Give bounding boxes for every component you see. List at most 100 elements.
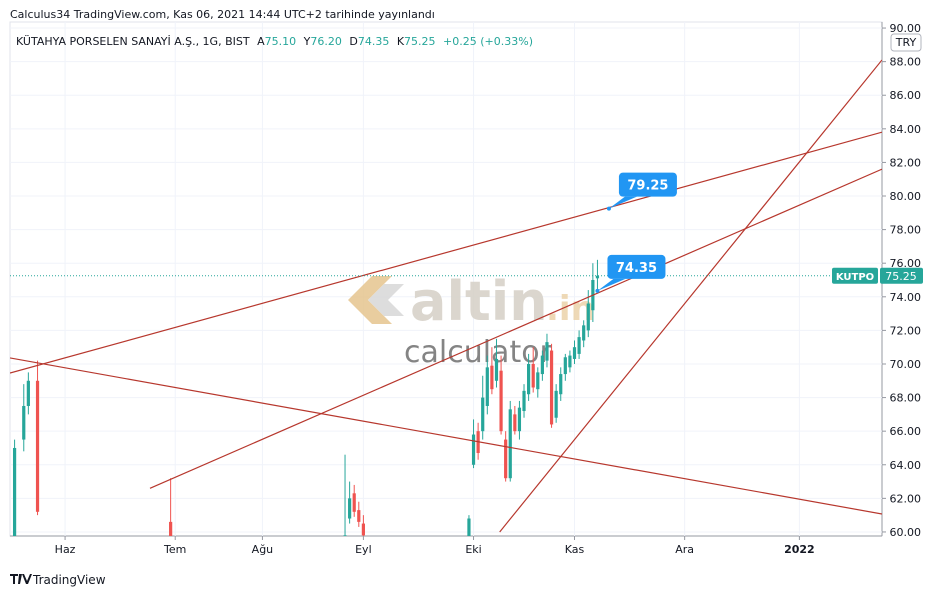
candle-body [531,363,535,388]
candle-body [549,350,554,425]
candle-body [169,521,173,536]
x-tick-label: Haz [55,543,76,556]
legend-value: 76.20 [310,35,342,48]
legend-value: 75.10 [265,35,297,48]
candle-body [481,397,485,432]
footer: TradingView [32,573,106,587]
currency-box[interactable] [890,33,922,52]
candle-body [586,303,590,331]
y-tick-label: 74.00 [890,291,922,304]
candle-body [504,439,508,479]
candle-body [522,390,526,412]
ticker-label: KUTPO [836,272,874,283]
watermark-text: altin [410,270,548,333]
candle-body [26,380,30,406]
candle-body [568,355,572,368]
x-tick-label: Eyl [355,543,372,556]
legend-value: 75.25 [404,35,436,48]
watermark-logo [368,284,404,316]
callout-box [607,254,666,279]
candle-body [545,342,549,361]
y-tick-label: 60.00 [890,526,922,539]
candle-body [343,535,347,536]
callout-box [618,172,677,197]
trend-line [499,59,882,533]
footer-icon [10,574,32,584]
legend-key: D [349,35,357,48]
trend-line [10,131,882,374]
candle-body [595,275,600,279]
header: Calculus34 TradingView.com, Kas 06, 2021… [10,8,435,21]
candle-body [494,358,499,381]
candle-body [508,409,512,479]
y-tick-label: 72.00 [890,324,922,337]
candle-body [527,363,531,395]
x-tick-label: Ara [675,543,694,556]
y-tick-label: 68.00 [890,392,922,405]
candle-body [517,407,522,432]
trend-line [149,168,882,489]
candle-body [513,414,517,432]
candle-body [554,390,558,418]
y-tick-label: 64.00 [890,459,922,472]
legend-key: K [397,35,405,48]
watermark: altin .in calculator [348,270,595,370]
candle-body [540,355,544,375]
watermark-text: calculator [404,335,553,370]
legend-key: Y [303,35,311,48]
watermark-text: .in [546,289,595,329]
candle-body [361,523,365,536]
y-tick-label: 78.00 [890,224,922,237]
y-tick-label: 80.00 [890,190,922,203]
x-tick-label: Kas [565,543,585,556]
overlay: 60.00 62.00 64.00 66.00 68.00 70.00 72.00 74.00… [10,22,923,556]
trend-line [10,357,882,515]
y-tick-label: 84.00 [890,123,922,136]
legend-change: +0.25 (+0.33%) [443,35,533,48]
callout-point [606,206,611,211]
symbol: KÜTAHYA PORSELEN SANAYİ A.Ş., 1G, BIST [16,35,250,48]
candle-body [499,370,503,432]
candle-body [471,434,476,465]
candles [12,259,600,536]
currency[interactable]: TRY [895,36,917,49]
candle-body [352,493,356,512]
y-tick-label: 90.00 [890,22,922,35]
callout-label: 79.25 [627,179,668,194]
candle-body [22,405,26,440]
y-tick-label: 70.00 [890,358,922,371]
candle-body [536,372,540,390]
candle-body [12,447,17,536]
candle-body [582,325,586,341]
y-tick-label: 82.00 [890,156,922,169]
callout-tail [597,278,626,291]
candle-body [467,518,471,536]
legend: KÜTAHYA PORSELEN SANAYİ A.Ş., 1G, BIST A… [16,35,533,48]
candle-body [35,380,40,512]
callout-tail [608,196,637,209]
candle-body [357,510,361,522]
y-tick-label: 88.00 [890,56,922,69]
candle-body [348,498,352,519]
x-tick-label: Eki [465,543,481,556]
x-tick-label: Tem [163,543,186,556]
trend-lines [10,59,882,533]
watermark-logo [348,276,392,324]
candle-body [490,365,494,390]
legend-key: A [257,35,265,48]
price-tag-label: 75.25 [885,270,917,283]
callout-point [595,288,600,293]
x-tick-label: Ağu [252,543,273,556]
footer-logo: TradingView [10,573,106,587]
y-tick-label: 76.00 [890,257,922,270]
y-tick-label: 66.00 [890,425,922,438]
legend-value: 74.35 [358,35,390,48]
callout-label: 74.35 [616,261,657,276]
candle-body [577,337,581,354]
candle-body [572,347,577,359]
price-tag [880,267,923,284]
grid [10,22,882,536]
candle-body [563,357,567,375]
